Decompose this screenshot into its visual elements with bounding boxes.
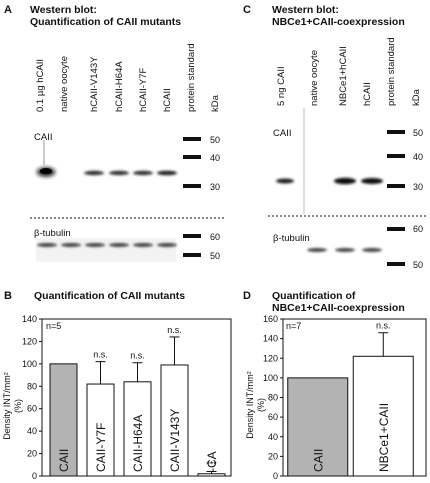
marker-a-top-label-0: 50 <box>210 135 220 145</box>
chartB-bar-2 <box>123 381 152 477</box>
lane-label-a-0: 0.1 µg hCAII <box>35 59 46 112</box>
chartD-category-label-0: CAII <box>311 449 325 472</box>
panel-c-title-line1: Western blot: <box>272 4 339 16</box>
chartD-bar-0 <box>287 377 349 477</box>
panel-a: A Western blot: Quantification of CAII m… <box>4 4 225 262</box>
chartD-ytick-label-0: 0 <box>273 471 278 481</box>
chartD-ytick-label-3: 60 <box>268 412 278 422</box>
chartD-ytick-label-2: 40 <box>268 432 278 442</box>
chartD-bar-1 <box>352 355 414 477</box>
lane-label-c-1: native oocyte <box>309 50 320 106</box>
chart-d: 0 20 40 60 80 100 120 140 160 CAII n.s. NBCe1+CAII <box>263 314 427 481</box>
chartB-ytick-label-0: 0 <box>32 471 37 481</box>
panel-c-letter: C <box>243 4 251 16</box>
blot-c-tubulin-label: β-tubulin <box>273 233 310 244</box>
lane-label-c-2: NBCe1+hCAII <box>338 46 349 106</box>
chartB-category-label-3: CAII-V143Y <box>168 409 182 472</box>
chartB-ytick-label-1: 20 <box>27 449 37 459</box>
panel-d-letter: D <box>243 290 251 302</box>
blot-a-tubulin-label: β-tubulin <box>34 228 71 239</box>
lane-label-c-5: kDa <box>411 88 422 106</box>
panel-d-n-label: n=7 <box>286 321 301 331</box>
chartB-bar-0 <box>49 363 78 477</box>
chartB-category-label-4: -CA <box>205 451 219 472</box>
chartD-ytick-label-7: 140 <box>263 334 278 344</box>
panel-a-title-line2: Quantification of CAII mutants <box>30 16 181 28</box>
panel-b-ylabel-line1: Density INT/mm² <box>2 372 12 440</box>
chartB-bar-3 <box>160 364 189 477</box>
chartB-bar-4 <box>197 473 226 477</box>
chartB-ytick-label-2: 40 <box>27 426 37 436</box>
chartB-sig-2: n.s. <box>130 351 145 361</box>
panel-b-ylabel-line2: (%) <box>13 399 23 413</box>
marker-a-top-label-1: 40 <box>210 153 220 163</box>
chartB-ytick-label-6: 120 <box>22 336 37 346</box>
panel-d-title-line1: Quantification of <box>272 290 356 302</box>
marker-c-top-label-0: 50 <box>413 128 423 138</box>
chartB-category-label-0: CAII <box>57 449 71 472</box>
marker-c-top-label-1: 40 <box>413 152 423 162</box>
lane-label-c-0: 5 ng CAII <box>276 66 287 106</box>
lane-label-a-6: protein standard <box>186 43 197 112</box>
lane-label-a-5: hCAII <box>162 88 173 112</box>
chartB-sig-3: n.s. <box>167 325 182 335</box>
blot-c-caii-label: CAII <box>273 128 291 139</box>
marker-c-bottom-label-1: 50 <box>413 260 423 270</box>
panel-c-title-line2: NBCe1+CAII-coexpression <box>272 16 405 28</box>
chartD-ytick-label-4: 80 <box>268 393 278 403</box>
chartB-ytick-label-5: 100 <box>22 359 37 369</box>
chartD-sig-1: n.s. <box>376 321 391 331</box>
panel-d-ylabel-line1: Density INT/mm² <box>245 371 255 439</box>
panel-a-title-line1: Western blot: <box>30 4 97 16</box>
lane-label-a-1: native oocyte <box>59 56 70 112</box>
chartD-category-label-1: NBCe1+CAII <box>377 403 391 472</box>
chartB-ytick-label-3: 60 <box>27 404 37 414</box>
marker-a-bottom <box>183 234 201 257</box>
chartB-category-label-2: CAII-H64A <box>131 415 145 472</box>
chartD-ytick-label-8: 160 <box>263 314 278 324</box>
chartB-sig-1: n.s. <box>93 350 108 360</box>
chartD-ytick-label-5: 100 <box>263 373 278 383</box>
chart-b: 0 20 40 60 80 100 120 140 CAII n.s. CAII-Y7F n.s. CA… <box>22 314 232 481</box>
marker-c-bottom-label-0: 60 <box>413 224 423 234</box>
panel-a-letter: A <box>4 4 12 16</box>
lane-label-a-7: kDa <box>210 94 221 112</box>
chartB-sig-4: *** <box>206 460 217 470</box>
lane-label-c-3: hCAII <box>362 82 373 106</box>
chartD-ytick-label-6: 120 <box>263 353 278 363</box>
blot-a-tubulin-bands <box>36 238 177 262</box>
lane-label-c-4: protein standard <box>386 37 397 106</box>
lane-label-a-2: hCAII-V143Y <box>89 56 100 112</box>
marker-c-top <box>387 130 405 188</box>
chartB-category-label-1: CAII-Y7F <box>94 423 108 472</box>
panel-b-title: Quantification of CAII mutants <box>34 290 185 302</box>
marker-c-bottom <box>387 227 405 266</box>
marker-a-bottom-label-1: 50 <box>210 251 220 261</box>
panel-b-n-label: n=5 <box>46 321 61 331</box>
lane-label-a-3: hCAII-H64A <box>114 61 125 112</box>
blot-c-tubulin-bands <box>307 248 382 252</box>
marker-c-top-label-2: 30 <box>413 182 423 192</box>
chartB-ytick-label-7: 140 <box>22 314 37 324</box>
panel-b: B Quantification of CAII mutants Density… <box>2 290 232 481</box>
panel-c: C Western blot: NBCe1+CAII-coexpression … <box>243 4 428 270</box>
panel-b-letter: B <box>4 290 12 302</box>
chartB-ytick-label-4: 80 <box>27 381 37 391</box>
marker-a-bottom-label-0: 60 <box>210 232 220 242</box>
blot-a-caii-label: CAII <box>34 132 52 143</box>
blot-c-caii-bands <box>276 177 383 185</box>
panel-d-title-line2: NBCe1+CAII-coexpression <box>272 302 405 314</box>
marker-a-top-label-2: 30 <box>210 182 220 192</box>
chartD-ytick-label-1: 20 <box>268 451 278 461</box>
marker-a-top <box>183 137 201 188</box>
panel-d: D Quantification of NBCe1+CAII-coexpress… <box>243 290 427 481</box>
blot-a-caii-bands <box>37 140 177 177</box>
panel-d-ylabel-line2: (%) <box>256 398 266 412</box>
lane-label-a-4: hCAII-Y7F <box>138 67 149 112</box>
